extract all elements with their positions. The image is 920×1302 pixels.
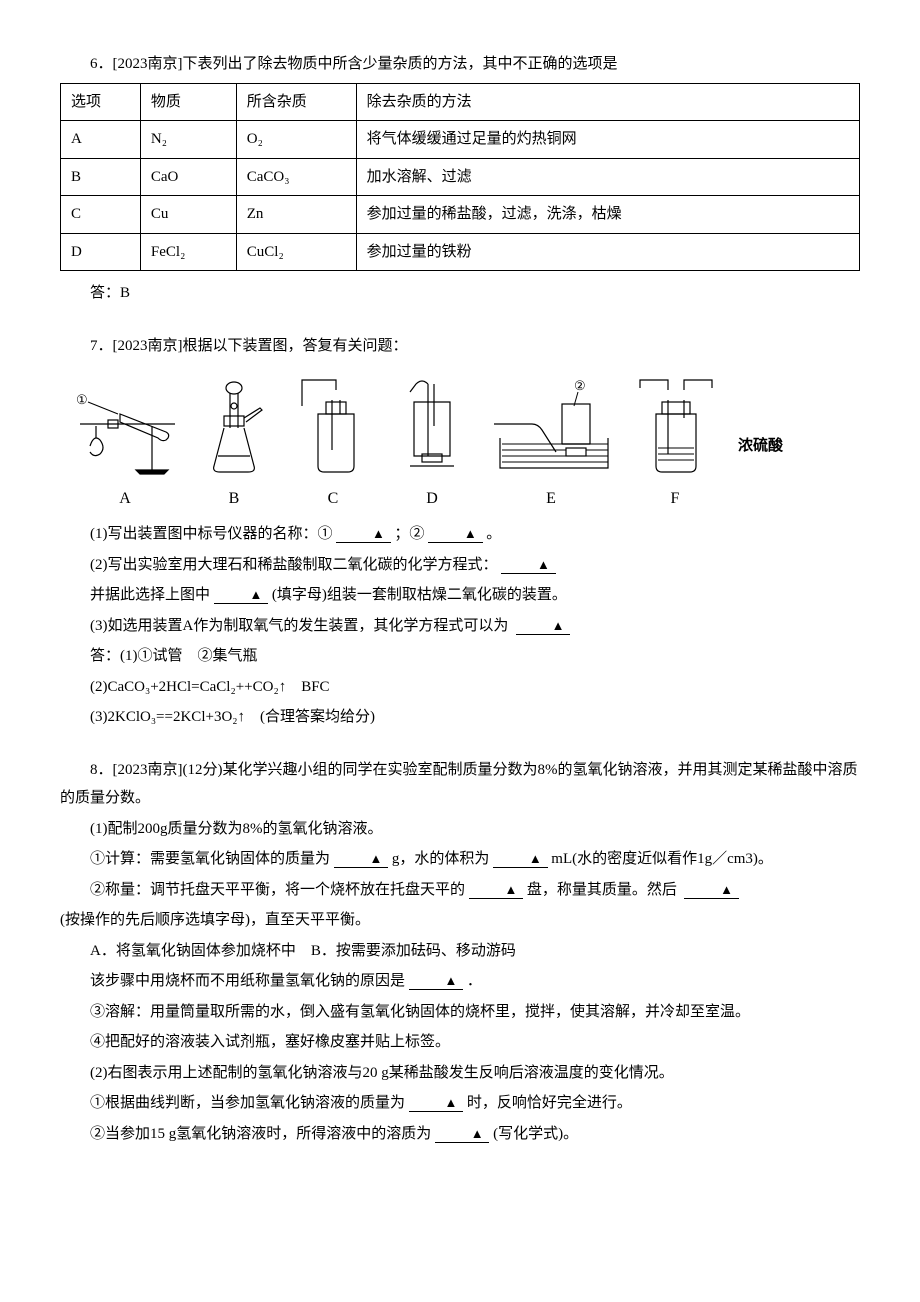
q8-p2-1: ①根据曲线判断，当参加氢氧化钠溶液的质量为 ▲ 时，反响恰好完全进行。 bbox=[60, 1089, 860, 1118]
apparatus-f-svg bbox=[630, 378, 720, 478]
q7-sub2b: 并据此选择上图中 ▲ (填字母)组装一套制取枯燥二氧化碳的装置。 bbox=[60, 581, 860, 610]
cell: CaCO₃ bbox=[236, 158, 356, 196]
q8-p1-2-line2: (按操作的先后顺序选填字母)，直至天平平衡。 bbox=[60, 906, 860, 935]
q8-prompt: 8．[2023南京](12分)某化学兴趣小组的同学在实验室配制质量分数为8%的氢… bbox=[60, 756, 860, 813]
circled-1: ① bbox=[76, 392, 88, 407]
cell: Zn bbox=[236, 196, 356, 234]
cell: D bbox=[61, 233, 141, 271]
table-row: D FeCl₂ CuCl₂ 参加过量的铁粉 bbox=[61, 233, 860, 271]
blank: ▲ bbox=[516, 619, 570, 635]
apparatus-d: D bbox=[392, 378, 472, 514]
apparatus-f: F bbox=[630, 378, 720, 514]
circled-2: ② bbox=[574, 378, 586, 393]
acid-label: 浓硫酸 bbox=[738, 432, 783, 461]
cell: N₂ bbox=[140, 121, 236, 159]
cell: C bbox=[61, 196, 141, 234]
th-2: 所含杂质 bbox=[236, 83, 356, 121]
blank: ▲ bbox=[214, 588, 268, 604]
apparatus-c: C bbox=[288, 378, 378, 514]
table-header-row: 选项 物质 所含杂质 除去杂质的方法 bbox=[61, 83, 860, 121]
label-b: B bbox=[229, 484, 240, 514]
label-d: D bbox=[426, 484, 438, 514]
apparatus-b-svg bbox=[194, 378, 274, 478]
blank: ▲ bbox=[428, 527, 482, 543]
q8-p1-4: ④把配好的溶液装入试剂瓶，塞好橡皮塞并贴上标签。 bbox=[60, 1028, 860, 1057]
apparatus-d-svg bbox=[392, 378, 472, 478]
cell: 加水溶解、过滤 bbox=[356, 158, 859, 196]
q7-sub2a: (2)写出实验室用大理石和稀盐酸制取二氧化碳的化学方程式： ▲ bbox=[60, 551, 860, 580]
blank: ▲ bbox=[435, 1127, 489, 1143]
label-c: C bbox=[328, 484, 339, 514]
q8-p1-reason: 该步骤中用烧杯而不用纸称量氢氧化钠的原因是 ▲ ． bbox=[60, 967, 860, 996]
cell: 参加过量的稀盐酸，过滤，洗涤，枯燥 bbox=[356, 196, 859, 234]
blank: ▲ bbox=[409, 1096, 463, 1112]
q6-prompt: 6．[2023南京]下表列出了除去物质中所含少量杂质的方法，其中不正确的选项是 bbox=[60, 50, 860, 79]
cell: CuCl₂ bbox=[236, 233, 356, 271]
apparatus-diagram-row: ① A bbox=[70, 378, 860, 514]
q8-p2: (2)右图表示用上述配制的氢氧化钠溶液与20 g某稀盐酸发生反响后溶液温度的变化… bbox=[60, 1059, 860, 1088]
q7-sub1-pre: (1)写出装置图中标号仪器的名称：① bbox=[90, 526, 333, 542]
table-row: B CaO CaCO₃ 加水溶解、过滤 bbox=[61, 158, 860, 196]
table-row: C Cu Zn 参加过量的稀盐酸，过滤，洗涤，枯燥 bbox=[61, 196, 860, 234]
th-3: 除去杂质的方法 bbox=[356, 83, 859, 121]
q8-p1: (1)配制200g质量分数为8%的氢氧化钠溶液。 bbox=[60, 815, 860, 844]
q7-sub3: (3)如选用装置A作为制取氧气的发生装置，其化学方程式可以为 ▲ bbox=[60, 612, 860, 641]
cell: 参加过量的铁粉 bbox=[356, 233, 859, 271]
q8-p1-opt: A．将氢氧化钠固体参加烧杯中 B．按需要添加砝码、移动游码 bbox=[60, 937, 860, 966]
cell: 将气体缓缓通过足量的灼热铜网 bbox=[356, 121, 859, 159]
q8-p1-1: ①计算：需要氢氧化钠固体的质量为 ▲ g，水的体积为 ▲ mL(水的密度近似看作… bbox=[60, 845, 860, 874]
q8-p1-3: ③溶解：用量筒量取所需的水，倒入盛有氢氧化钠固体的烧杯里，搅拌，使其溶解，并冷却… bbox=[60, 998, 860, 1027]
apparatus-c-svg bbox=[288, 378, 378, 478]
apparatus-e: ② E bbox=[486, 378, 616, 514]
q7-ans3: (3)2KClO₃==2KCl+3O₂↑ (合理答案均给分) bbox=[60, 703, 860, 732]
q7-ans2: (2)CaCO₃+2HCl=CaCl₂++CO₂↑ BFC bbox=[60, 673, 860, 702]
label-a: A bbox=[119, 484, 131, 514]
blank: ▲ bbox=[493, 852, 547, 868]
th-1: 物质 bbox=[140, 83, 236, 121]
blank: ▲ bbox=[336, 527, 390, 543]
cell: B bbox=[61, 158, 141, 196]
blank: ▲ bbox=[409, 974, 463, 990]
apparatus-a-svg: ① bbox=[70, 378, 180, 478]
q6-answer: 答：B bbox=[60, 279, 860, 308]
q7-sub1-mid: ；② bbox=[394, 526, 424, 542]
q7-sub1: (1)写出装置图中标号仪器的名称：① ▲ ；② ▲ 。 bbox=[60, 520, 860, 549]
apparatus-b: B bbox=[194, 378, 274, 514]
q6-table: 选项 物质 所含杂质 除去杂质的方法 A N₂ O₂ 将气体缓缓通过足量的灼热铜… bbox=[60, 83, 860, 272]
apparatus-a: ① A bbox=[70, 378, 180, 514]
q7-prompt: 7．[2023南京]根据以下装置图，答复有关问题： bbox=[60, 332, 860, 361]
cell: FeCl₂ bbox=[140, 233, 236, 271]
blank: ▲ bbox=[334, 852, 388, 868]
table-row: A N₂ O₂ 将气体缓缓通过足量的灼热铜网 bbox=[61, 121, 860, 159]
th-0: 选项 bbox=[61, 83, 141, 121]
apparatus-e-svg: ② bbox=[486, 378, 616, 478]
blank: ▲ bbox=[469, 883, 523, 899]
label-f: F bbox=[671, 484, 680, 514]
cell: O₂ bbox=[236, 121, 356, 159]
q8-p2-2: ②当参加15 g氢氧化钠溶液时，所得溶液中的溶质为 ▲ (写化学式)。 bbox=[60, 1120, 860, 1149]
blank: ▲ bbox=[684, 883, 738, 899]
q7-ans-header: 答：(1)①试管 ②集气瓶 bbox=[60, 642, 860, 671]
label-e: E bbox=[546, 484, 556, 514]
cell: Cu bbox=[140, 196, 236, 234]
q8-p1-2-line1: ②称量：调节托盘天平平衡，将一个烧杯放在托盘天平的 ▲ 盘，称量其质量。然后 ▲ bbox=[60, 876, 860, 905]
q7-sub1-end: 。 bbox=[486, 526, 501, 542]
cell: A bbox=[61, 121, 141, 159]
blank: ▲ bbox=[501, 558, 555, 574]
cell: CaO bbox=[140, 158, 236, 196]
